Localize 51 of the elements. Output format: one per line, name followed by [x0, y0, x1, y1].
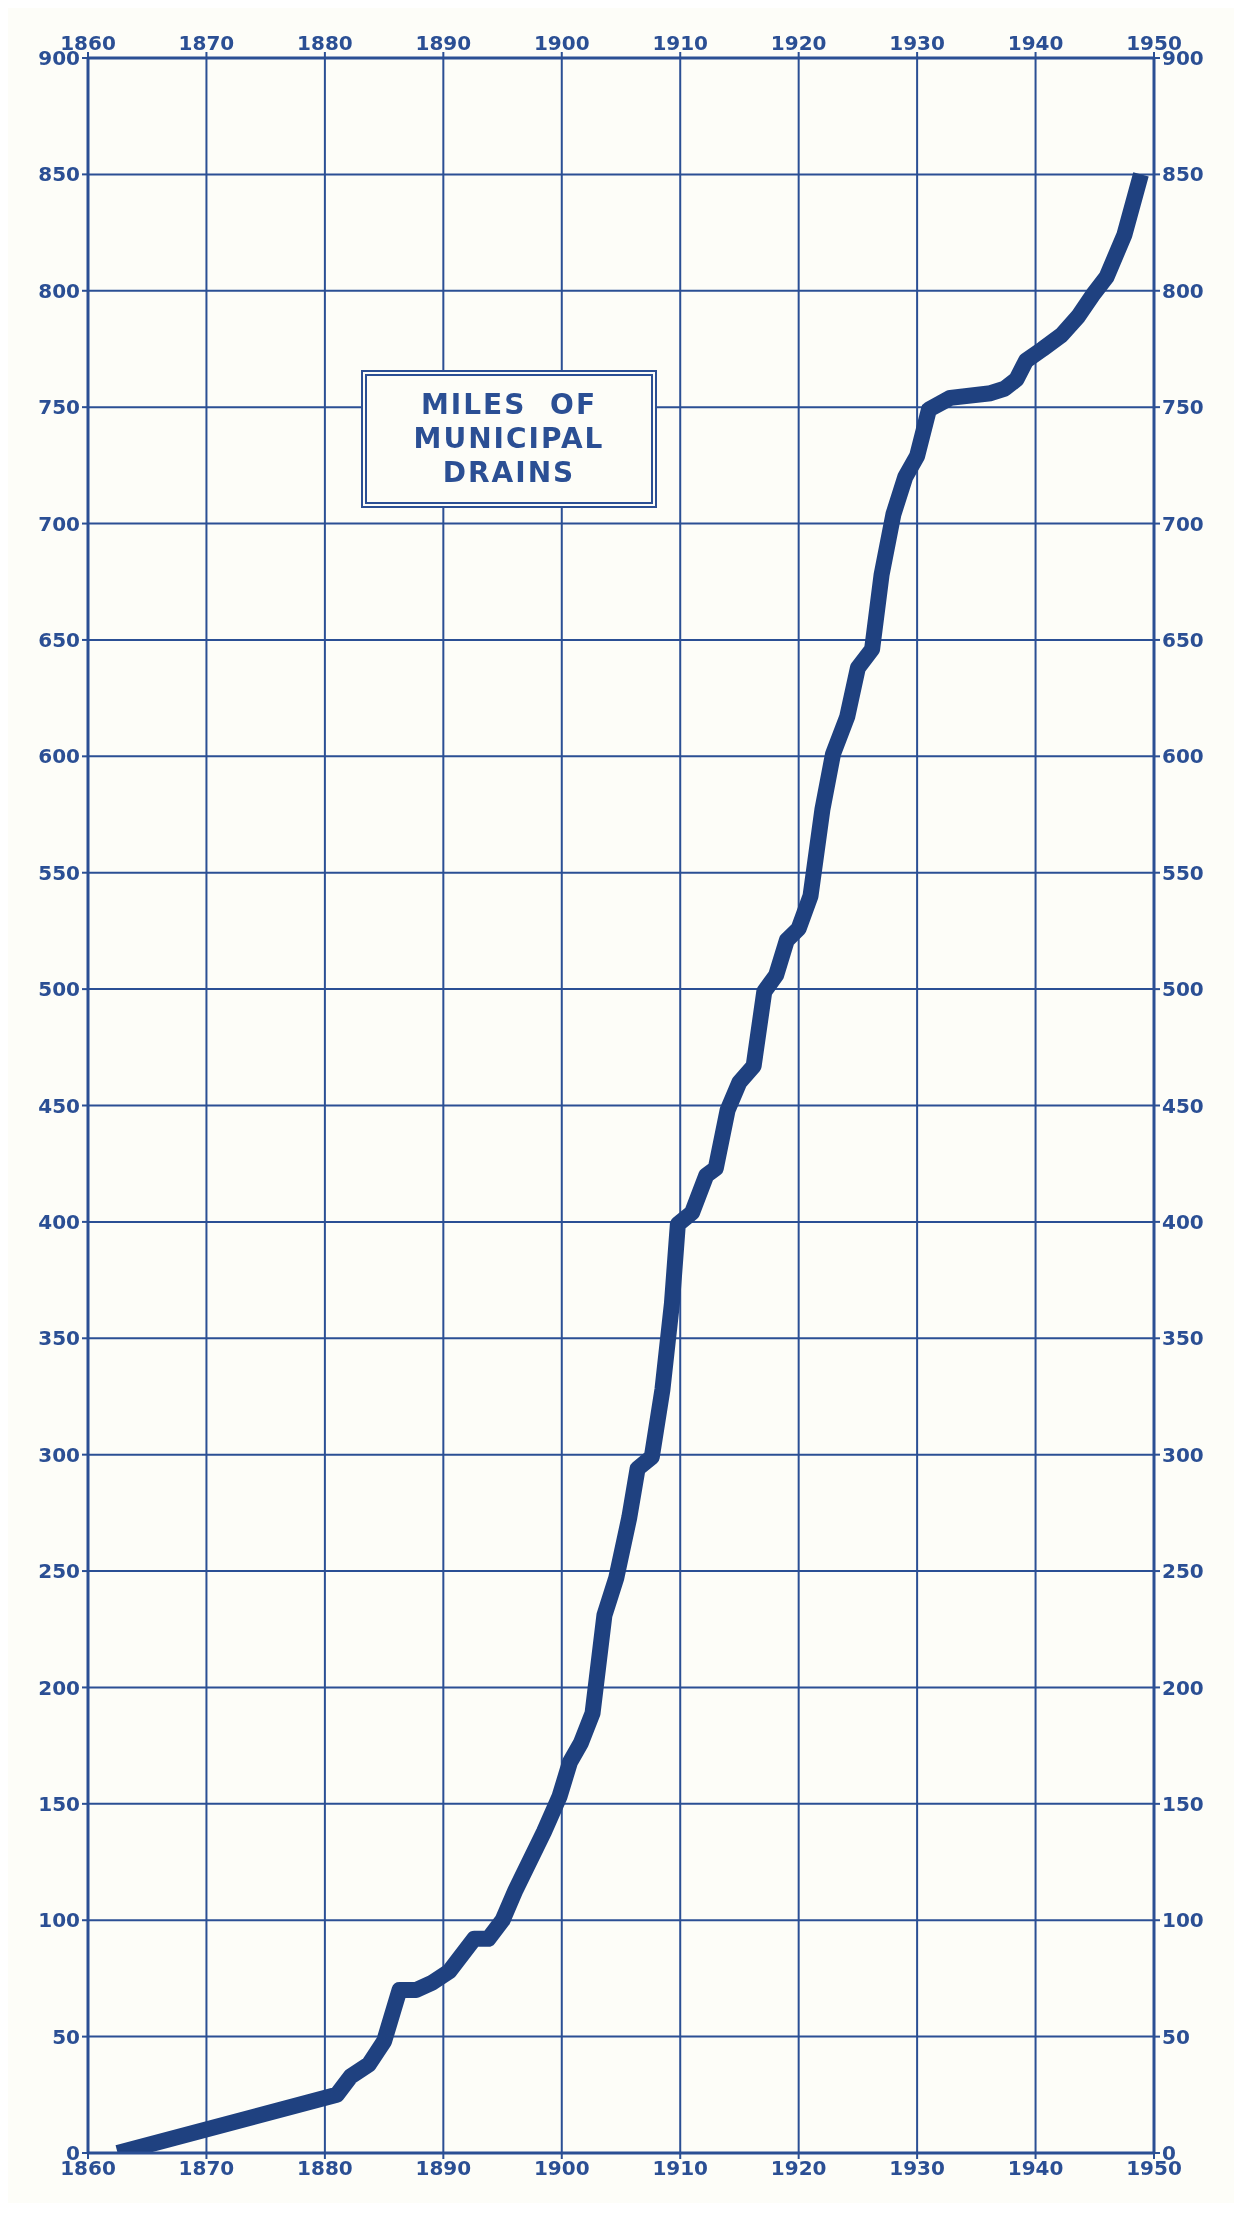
y-tick-label: 700 [38, 511, 80, 536]
x-tick-label: 1920 [770, 31, 827, 55]
y-tick-label: 200 [38, 1675, 80, 1700]
x-tick-label: 1890 [415, 31, 472, 55]
x2-tick-label: 1900 [533, 2156, 590, 2181]
y2-tick-label: 50 [1162, 2024, 1190, 2049]
y-tick-label: 150 [38, 1791, 80, 1816]
y-tick-label: 300 [38, 1442, 80, 1467]
y-tick-label: 350 [38, 1326, 80, 1351]
y2-tick-label: 650 [1162, 628, 1204, 653]
y-tick-label: 800 [38, 278, 80, 303]
y2-tick-label: 700 [1162, 511, 1204, 536]
y2-tick-label: 800 [1162, 278, 1204, 303]
y-tick-label: 750 [38, 395, 80, 420]
y2-tick-label: 750 [1162, 395, 1204, 420]
y-tick-label: 650 [38, 628, 80, 653]
y-tick-label: 500 [38, 977, 80, 1002]
y-tick-label: 100 [38, 1908, 80, 1933]
title-frame: MILES OF MUNICIPAL DRAINS [361, 370, 657, 508]
x2-tick-label: 1880 [297, 2156, 353, 2181]
y-tick-label: 250 [38, 1559, 80, 1584]
x-tick-label: 1870 [178, 31, 235, 55]
x2-tick-label: 1870 [178, 2156, 235, 2181]
y2-tick-label: 100 [1162, 1908, 1204, 1933]
x2-tick-label: 1910 [652, 2156, 709, 2181]
x-tick-label: 1910 [652, 31, 709, 55]
y2-tick-label: 600 [1162, 744, 1204, 769]
y2-tick-label: 150 [1162, 1791, 1204, 1816]
y-tick-label: 600 [38, 744, 80, 769]
y2-tick-label: 200 [1162, 1675, 1204, 1700]
x-tick-label: 1930 [889, 31, 945, 55]
y-tick-label: 400 [38, 1209, 80, 1234]
y2-tick-label: 850 [1162, 162, 1204, 187]
x2-tick-label: 1920 [770, 2156, 827, 2181]
y-tick-label: 50 [52, 2024, 80, 2049]
y2-tick-label: 450 [1162, 1093, 1204, 1118]
x2-tick-label: 1930 [889, 2156, 945, 2181]
y-tick-label: 450 [38, 1093, 80, 1118]
y-tick-label: 850 [38, 162, 80, 187]
x2-tick-label: 1890 [415, 2156, 472, 2181]
x-tick-label: 1900 [533, 31, 590, 55]
x2-tick-label: 1940 [1007, 2156, 1064, 2181]
x-tick-label: 1940 [1007, 31, 1064, 55]
y2-tick-label: 250 [1162, 1559, 1204, 1584]
y2-tick-label: 400 [1162, 1209, 1204, 1234]
y2-tick-label: 550 [1162, 860, 1204, 885]
x-tick-label: 1880 [297, 31, 353, 55]
y2-tick-label: 500 [1162, 977, 1204, 1002]
y2-tick-label: 300 [1162, 1442, 1204, 1467]
y-tick-label: 550 [38, 860, 80, 885]
y2-tick-label: 350 [1162, 1326, 1204, 1351]
